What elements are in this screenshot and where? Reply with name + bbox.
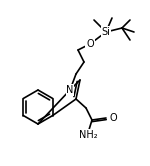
Text: N: N	[66, 85, 74, 95]
Text: Si: Si	[102, 27, 110, 37]
Text: O: O	[86, 39, 94, 49]
Text: O: O	[110, 113, 118, 123]
Text: NH₂: NH₂	[79, 130, 97, 140]
